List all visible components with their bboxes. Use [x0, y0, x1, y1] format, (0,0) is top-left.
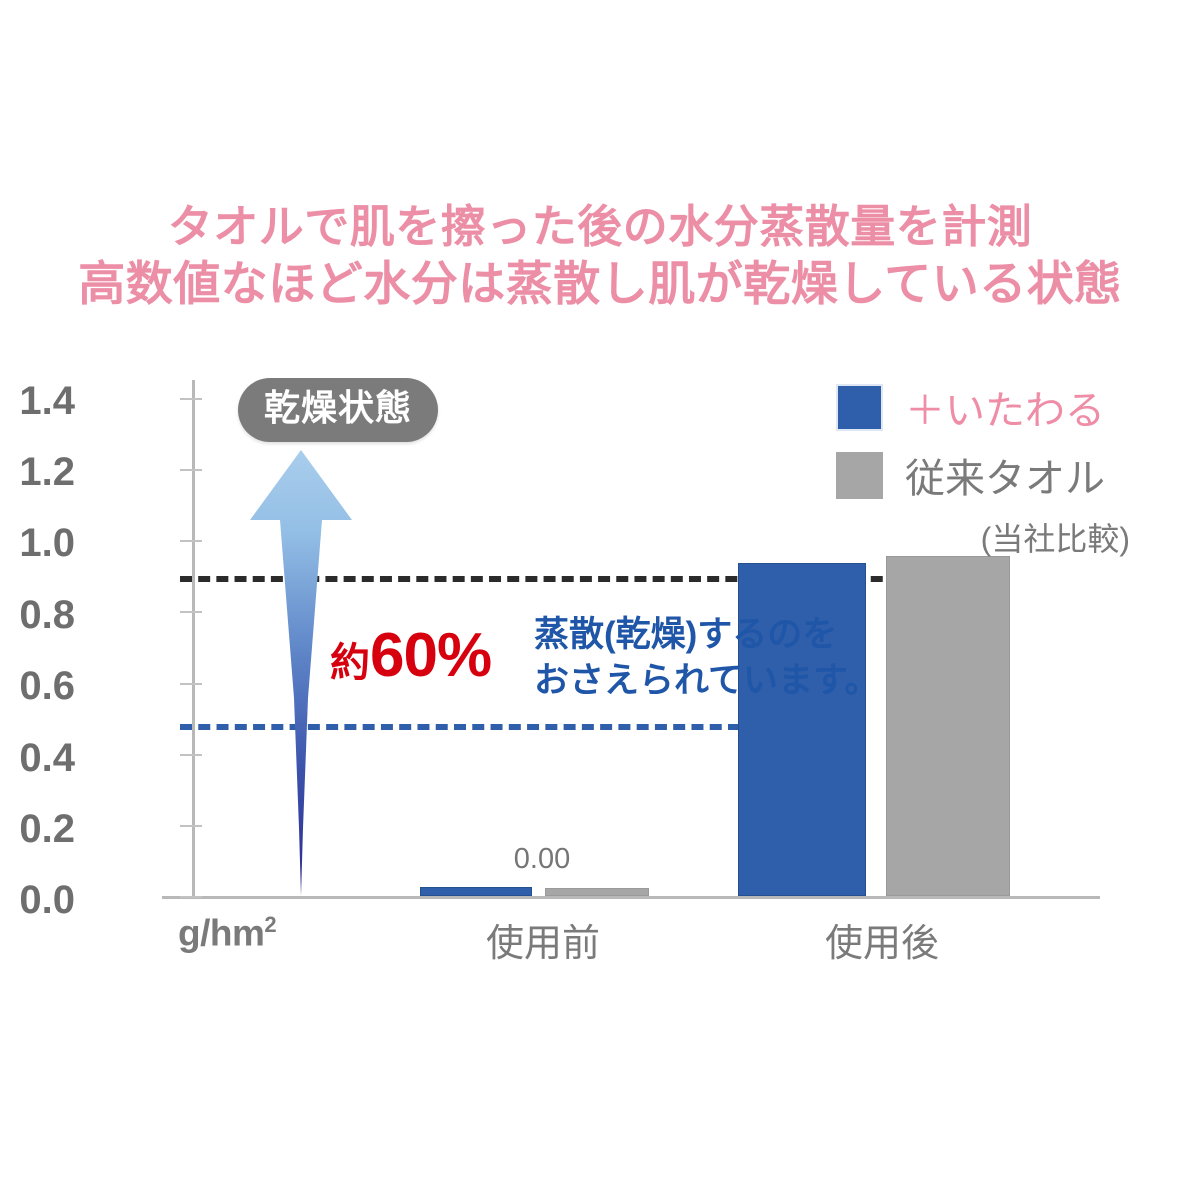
y-tick-mark-1.4 — [180, 398, 202, 400]
y-tick-label-0.4: 0.4 — [19, 736, 75, 780]
y-tick-mark-1.2 — [180, 469, 202, 471]
bar-before-conventional — [545, 888, 649, 896]
y-axis-unit-superscript: 2 — [264, 912, 277, 937]
y-tick-mark-0.6 — [180, 683, 202, 685]
x-category-label-after: 使用後 — [824, 923, 939, 965]
percent-callout-value: 60% — [370, 621, 492, 690]
y-tick-label-1.4: 1.4 — [19, 379, 75, 423]
bar-before-itawaru — [420, 887, 532, 896]
itawaru-level-line — [180, 724, 740, 730]
y-axis-unit-text: g/hm — [178, 912, 265, 954]
y-tick-label-0.6: 0.6 — [19, 664, 75, 708]
legend-item-itawaru: ＋いたわる — [836, 378, 1136, 436]
y-tick-mark-0.4 — [180, 754, 202, 756]
note-callout: 蒸散(乾燥)するのを おさえられています。 — [534, 612, 879, 704]
legend-label-conventional: 従来タオル — [905, 457, 1105, 501]
chart-plot-area — [162, 380, 1100, 899]
title-line-1: タオルで肌を擦った後の水分蒸散量を計測 — [167, 201, 1033, 252]
y-tick-label-1.0: 1.0 — [19, 521, 75, 565]
y-tick-label-0.0: 0.0 — [19, 878, 75, 922]
y-tick-mark-1.0 — [180, 540, 202, 542]
y-axis-line — [192, 380, 195, 898]
percent-callout-prefix: 約 — [330, 641, 370, 685]
x-category-label-before: 使用前 — [485, 923, 600, 965]
y-tick-label-0.8: 0.8 — [19, 593, 75, 637]
bar-value-before: 0.00 — [513, 843, 571, 875]
percent-callout: 約60% — [330, 620, 492, 691]
status-badge: 乾燥状態 — [238, 378, 439, 442]
arrow-shape — [250, 450, 352, 896]
legend-swatch-conventional — [836, 451, 883, 499]
chart-legend: ＋いたわる 従来タオル (当社比較) — [836, 378, 1136, 560]
y-tick-mark-0.0 — [180, 896, 202, 898]
note-callout-line-1: 蒸散(乾燥)するのを — [534, 615, 838, 654]
y-tick-mark-0.2 — [180, 825, 202, 827]
y-tick-label-0.2: 0.2 — [19, 807, 75, 851]
dry-direction-arrow-svg — [250, 450, 352, 896]
dry-direction-arrow — [246, 448, 356, 898]
page-title: タオルで肌を擦った後の水分蒸散量を計測 高数値なほど水分は蒸散し肌が乾燥している… — [0, 198, 1200, 312]
legend-label-itawaru: ＋いたわる — [905, 389, 1105, 433]
bar-after-conventional — [886, 556, 1010, 896]
x-axis-baseline — [162, 896, 1100, 899]
y-tick-mark-0.8 — [180, 611, 202, 613]
title-line-2: 高数値なほど水分は蒸散し肌が乾燥している状態 — [78, 257, 1122, 310]
y-axis-unit-label: g/hm2 — [178, 912, 277, 954]
conventional-level-line — [180, 576, 1010, 582]
y-tick-label-1.2: 1.2 — [19, 450, 75, 494]
note-callout-line-2: おさえられています。 — [534, 661, 880, 700]
legend-footnote: (当社比較) — [980, 521, 1130, 557]
legend-swatch-itawaru — [836, 383, 883, 431]
legend-item-conventional: 従来タオル — [836, 446, 1136, 504]
bar-after-itawaru — [738, 563, 866, 896]
